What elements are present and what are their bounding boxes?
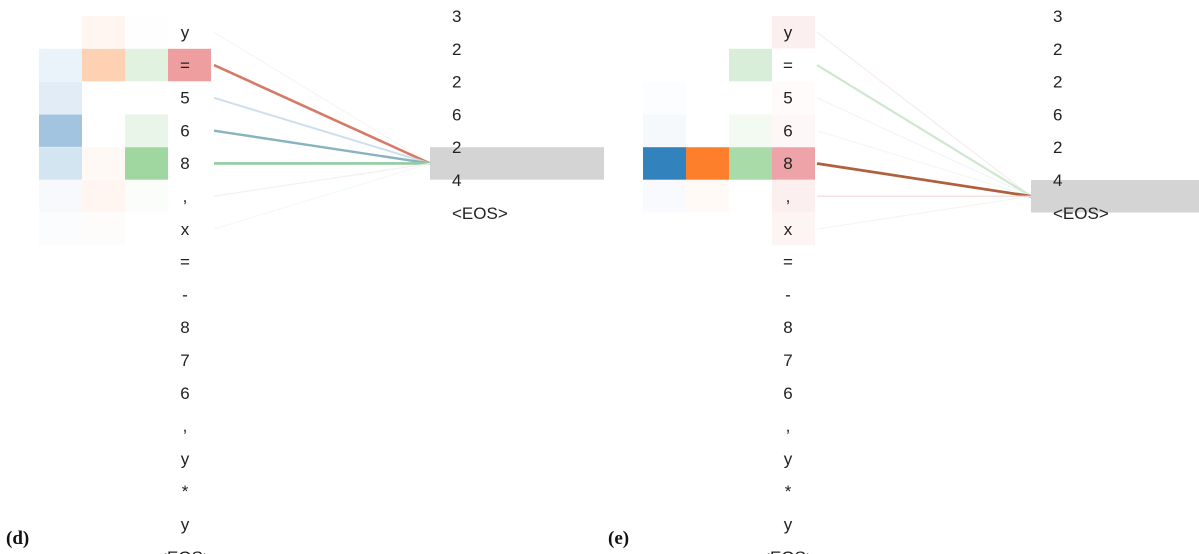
output-token: 6	[452, 105, 461, 124]
output-token: 4	[452, 171, 461, 190]
heat-cell	[772, 180, 815, 213]
heat-cell	[39, 81, 82, 115]
attention-link	[213, 162, 431, 197]
output-token: 2	[1053, 40, 1062, 59]
input-token: ,	[786, 187, 791, 206]
heat-cell	[772, 16, 815, 49]
output-token: <EOS>	[452, 204, 508, 223]
output-token: 2	[452, 138, 461, 157]
heat-cell	[125, 16, 168, 49]
panel-label: (d)	[6, 528, 29, 549]
attention-link	[816, 195, 1032, 230]
heat-cell	[643, 81, 686, 115]
input-token: *	[182, 482, 189, 501]
output-token: 3	[452, 7, 461, 26]
output-token: <EOS>	[1053, 204, 1109, 223]
output-token: 2	[452, 40, 461, 59]
input-token: 6	[180, 384, 189, 403]
input-token: =	[180, 56, 190, 75]
input-token: -	[182, 285, 188, 304]
input-token: y	[784, 23, 793, 42]
heat-cell	[82, 48, 125, 82]
heat-cell	[643, 180, 686, 213]
input-token: 5	[783, 89, 792, 108]
heat-cell	[39, 212, 82, 246]
heat-cell	[39, 114, 82, 147]
input-token: y	[784, 515, 793, 534]
heat-cell	[125, 180, 168, 213]
input-token: -	[785, 285, 791, 304]
heat-cell	[643, 147, 686, 180]
heat-cell	[82, 212, 125, 246]
heat-cell	[772, 147, 815, 180]
input-token: ,	[183, 187, 188, 206]
heat-cell	[772, 81, 815, 115]
input-token: 6	[783, 121, 792, 140]
input-token: 8	[783, 318, 792, 337]
input-token: 8	[180, 318, 189, 337]
focus-output-highlight	[1031, 180, 1199, 213]
heat-cell	[82, 147, 125, 180]
heat-cell	[125, 48, 168, 82]
heat-cell	[729, 48, 772, 82]
heat-cell	[39, 147, 82, 180]
input-token: *	[785, 482, 792, 501]
input-token: 5	[180, 89, 189, 108]
heat-cell	[125, 147, 168, 180]
heat-cell	[729, 147, 772, 180]
heat-cell	[686, 147, 729, 180]
heat-cell	[82, 16, 125, 49]
attention-link	[213, 31, 431, 164]
attention-link	[816, 130, 1032, 197]
input-token: 7	[180, 351, 189, 370]
attention-link	[213, 162, 431, 230]
input-token: =	[783, 253, 793, 272]
output-token: 6	[1053, 105, 1062, 124]
output-token: 2	[452, 73, 461, 92]
input-token: =	[783, 56, 793, 75]
attention-link	[816, 64, 1032, 198]
heat-cell	[168, 48, 211, 82]
input-token: 7	[783, 351, 792, 370]
panel-e: y = 5 6 8, x = - 8 7 6, y * y <EOS> 3 2 2 6 2 4 <EOS> (e)	[608, 7, 1199, 554]
attention-link	[816, 31, 1032, 197]
heat-cell	[643, 114, 686, 147]
input-token: x	[784, 220, 793, 239]
input-token: ,	[786, 417, 791, 436]
heat-cell	[125, 114, 168, 147]
input-token: y	[784, 449, 793, 468]
output-token: 3	[1053, 7, 1062, 26]
input-token: =	[180, 253, 190, 272]
attention-link	[213, 63, 431, 165]
heat-cell	[772, 212, 815, 246]
input-token: 8	[783, 154, 792, 173]
input-token: ,	[183, 417, 188, 436]
input-token: x	[181, 220, 190, 239]
input-token: 6	[783, 384, 792, 403]
input-token: 6	[180, 121, 189, 140]
attention-link	[213, 96, 431, 165]
attention-link	[816, 162, 1032, 198]
focus-output-highlight	[430, 147, 604, 180]
heat-cell	[82, 180, 125, 213]
input-token: <EOS>	[157, 548, 213, 554]
heat-cell	[39, 180, 82, 213]
input-token: y	[181, 449, 190, 468]
input-token: y	[181, 515, 190, 534]
input-token: <EOS>	[760, 548, 816, 554]
output-token: 2	[1053, 138, 1062, 157]
attention-link	[816, 97, 1032, 197]
heat-cell	[686, 180, 729, 213]
panel-label: (e)	[608, 528, 629, 549]
heat-cell	[772, 114, 815, 147]
heat-cell	[729, 114, 772, 147]
input-token: y	[181, 23, 190, 42]
output-token: 2	[1053, 73, 1062, 92]
output-token: 4	[1053, 171, 1062, 190]
input-token: 8	[180, 154, 189, 173]
attention-link	[213, 129, 431, 165]
panel-d: y = 5 6 8, x = - 8 7 6, y * y <EOS> 3 2 2 6 2 4 <EOS> (d)	[6, 7, 604, 554]
heat-cell	[39, 48, 82, 82]
